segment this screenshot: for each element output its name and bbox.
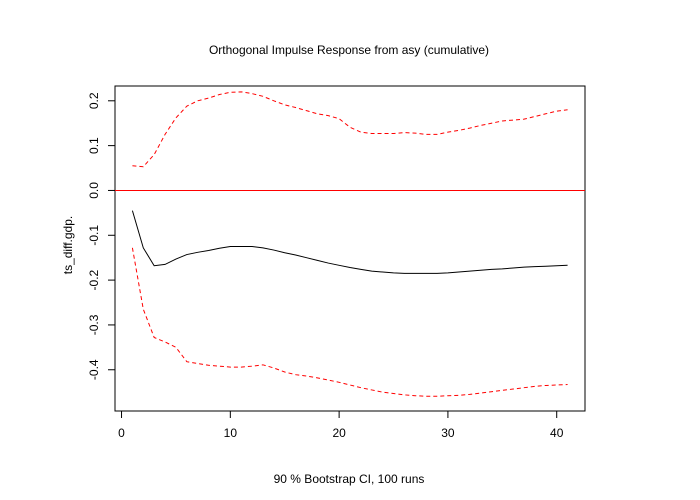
upper-ci-line bbox=[132, 91, 568, 168]
chart-title: Orthogonal Impulse Response from asy (cu… bbox=[209, 43, 489, 57]
y-tick-label: 0.1 bbox=[87, 137, 101, 154]
x-tick-label: 10 bbox=[224, 426, 238, 440]
x-tick-label: 30 bbox=[441, 426, 455, 440]
plot-frame bbox=[114, 85, 586, 412]
y-axis-label: ts_diff.gdp. bbox=[61, 216, 75, 275]
x-tick-label: 40 bbox=[550, 426, 564, 440]
y-tick-label: -0.4 bbox=[87, 359, 101, 380]
y-axis: -0.4 -0.3 -0.2 -0.1 0.0 0.1 0.2 bbox=[87, 92, 115, 380]
y-tick-label: -0.1 bbox=[87, 225, 101, 246]
response-line bbox=[131, 210, 568, 274]
x-tick-label: 20 bbox=[332, 426, 346, 440]
x-axis-label: 90 % Bootstrap CI, 100 runs bbox=[274, 472, 425, 486]
series-lines bbox=[131, 91, 568, 397]
y-tick-label: 0.0 bbox=[87, 182, 101, 199]
y-tick-label: -0.3 bbox=[87, 314, 101, 335]
x-axis: 0 10 20 30 40 bbox=[118, 411, 564, 440]
x-tick-label: 0 bbox=[118, 426, 125, 440]
y-tick-label: 0.2 bbox=[87, 92, 101, 109]
y-tick-label: -0.2 bbox=[87, 269, 101, 290]
